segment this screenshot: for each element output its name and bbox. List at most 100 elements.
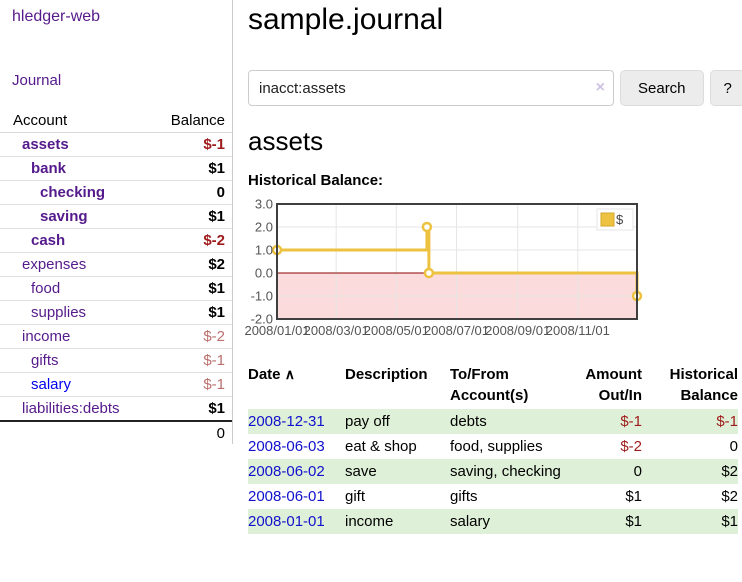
transaction-amount: $-1 <box>620 413 642 430</box>
register-row: 2008-01-01 income salary $1 $1 <box>248 509 738 534</box>
legend-swatch <box>600 212 615 227</box>
transaction-balance: $1 <box>721 513 738 530</box>
y-tick-label: 3.0 <box>255 197 273 212</box>
transaction-accounts: saving, checking <box>450 463 561 480</box>
account-link[interactable]: food <box>31 280 61 297</box>
x-tick-label: 2008/01/01 <box>244 323 309 338</box>
transaction-balance: $2 <box>721 488 738 505</box>
accounts-table: Account Balance assets $-1 bank $1 checking 0… <box>0 109 232 445</box>
legend-label: $ <box>616 212 624 227</box>
register-row: 2008-12-31 pay off debts $-1 $-1 <box>248 409 738 434</box>
account-link[interactable]: salary <box>31 376 72 393</box>
sidebar-accounts-body: assets $-1 bank $1 checking 0 saving $1 cash $-2 e… <box>0 132 232 445</box>
account-link[interactable]: saving <box>40 208 88 225</box>
register-row: 2008-06-03 eat & shop food, supplies $-2 0 <box>248 434 738 459</box>
accounts-total-value: 0 <box>0 420 232 445</box>
account-balance: $-1 <box>153 372 232 397</box>
account-row: assets $-1 <box>0 132 232 157</box>
transaction-date-link[interactable]: 2008-06-02 <box>248 463 325 480</box>
account-row: saving $1 <box>0 204 232 229</box>
search-form: × Search ? <box>248 70 742 106</box>
historical-balance-chart: $3.0 2.0 1.0 0.0 -1.0 -2.0 2008/01/01 2008/03/0… <box>244 197 742 343</box>
transaction-date-link[interactable]: 2008-01-01 <box>248 513 325 530</box>
account-link[interactable]: cash <box>31 232 66 249</box>
account-link[interactable]: bank <box>31 160 67 177</box>
transaction-description: save <box>345 463 377 480</box>
account-balance: $1 <box>153 396 232 422</box>
account-row: expenses $2 <box>0 252 232 277</box>
y-tick-label: 1.0 <box>255 243 273 258</box>
transaction-description: income <box>345 513 394 530</box>
col-header-description: Description <box>345 366 428 383</box>
x-tick-label: 2008/11/01 <box>546 323 610 338</box>
x-tick-label: 2008/09/01 <box>485 323 550 338</box>
x-tick-label: 2008/05/01 <box>364 323 429 338</box>
account-link[interactable]: liabilities:debts <box>22 400 120 417</box>
account-balance: $1 <box>153 300 232 325</box>
clear-search-icon[interactable]: × <box>595 79 605 96</box>
account-row: checking 0 <box>0 180 232 205</box>
brand-link[interactable]: hledger-web <box>12 8 101 25</box>
account-link[interactable]: expenses <box>22 256 87 273</box>
x-tick-label: 2008/03/01 <box>304 323 369 338</box>
sort-asc-icon: ∧ <box>284 366 295 382</box>
y-tick-label: 2.0 <box>255 220 273 235</box>
help-button[interactable]: ? <box>709 70 742 106</box>
register-row: 2008-06-02 save saving, checking 0 $2 <box>248 459 738 484</box>
data-point <box>423 267 435 279</box>
account-link[interactable]: gifts <box>31 352 59 369</box>
register-table: Date ∧ Description To/From Account(s) Am… <box>248 364 738 534</box>
account-balance: $1 <box>153 276 232 301</box>
account-link[interactable]: checking <box>40 184 106 201</box>
transaction-description: eat & shop <box>345 438 417 455</box>
transaction-amount: 0 <box>633 463 642 480</box>
accounts-header-account: Account <box>0 109 154 133</box>
data-point <box>421 221 433 233</box>
transaction-accounts: salary <box>450 513 491 530</box>
col-header-accounts: To/From Account(s) <box>450 366 529 404</box>
sidebar: hledger-web Journal Account Balance asse… <box>0 0 233 445</box>
transaction-amount: $1 <box>625 488 642 505</box>
transaction-date-link[interactable]: 2008-06-01 <box>248 488 325 505</box>
account-row: bank $1 <box>0 156 232 181</box>
col-header-date[interactable]: Date ∧ <box>248 366 295 383</box>
sidebar-item-journal[interactable]: Journal <box>12 72 62 89</box>
transaction-date-link[interactable]: 2008-12-31 <box>248 413 325 430</box>
account-balance: $1 <box>153 156 232 181</box>
transaction-description: pay off <box>345 413 390 430</box>
transaction-date-link[interactable]: 2008-06-03 <box>248 438 325 455</box>
chart-label: Historical Balance: <box>248 172 384 189</box>
register-body: 2008-12-31 pay off debts $-1 $-1 2008-06-03 ea… <box>248 409 738 534</box>
account-balance: $1 <box>153 204 232 229</box>
account-link[interactable]: supplies <box>31 304 87 321</box>
col-header-amount: Amount Out/In <box>585 366 642 404</box>
transaction-balance: $2 <box>721 463 738 480</box>
account-link[interactable]: assets <box>22 136 69 153</box>
search-button[interactable]: Search <box>620 70 704 106</box>
account-balance: $-2 <box>153 324 232 349</box>
transaction-balance: $-1 <box>716 413 738 430</box>
transaction-accounts: food, supplies <box>450 438 543 455</box>
accounts-total-row: 0 <box>0 420 232 445</box>
y-tick-label: -1.0 <box>251 289 273 304</box>
account-title: assets <box>248 126 324 156</box>
transaction-amount: $-2 <box>620 438 642 455</box>
accounts-header-balance: Balance <box>153 109 232 133</box>
account-row: salary $-1 <box>0 372 232 397</box>
search-input[interactable] <box>248 70 614 106</box>
account-link[interactable]: income <box>22 328 71 345</box>
account-row: income $-2 <box>0 324 232 349</box>
transaction-amount: $1 <box>625 513 642 530</box>
transaction-accounts: debts <box>450 413 487 430</box>
search-input-wrap: × <box>248 70 614 106</box>
account-balance: $-1 <box>153 348 232 373</box>
account-balance: $2 <box>153 252 232 277</box>
y-tick-label: 0.0 <box>255 266 273 281</box>
transaction-balance: 0 <box>729 438 738 455</box>
transaction-description: gift <box>345 488 366 505</box>
main-content: sample.journal × Search ? assets Histori… <box>244 0 742 534</box>
page-title: sample.journal <box>248 3 444 36</box>
account-row: cash $-2 <box>0 228 232 253</box>
register-row: 2008-06-01 gift gifts $1 $2 <box>248 484 738 509</box>
account-balance: 0 <box>153 180 232 205</box>
